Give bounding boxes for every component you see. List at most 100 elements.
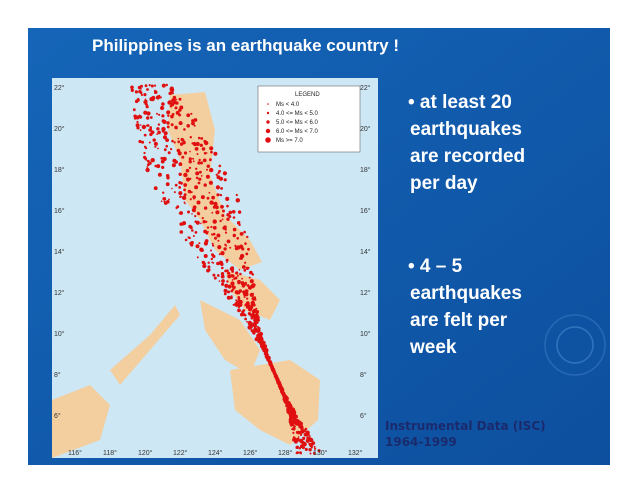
epicenter xyxy=(291,408,294,411)
epicenter xyxy=(192,235,195,237)
epicenter xyxy=(148,141,151,144)
epicenter xyxy=(241,247,245,251)
epicenter xyxy=(298,447,301,450)
legend-marker xyxy=(266,111,270,115)
epicenter xyxy=(177,137,180,140)
epicenter xyxy=(200,195,205,200)
epicenter xyxy=(251,309,257,314)
epicenter xyxy=(199,161,203,165)
epicenter xyxy=(205,174,210,179)
legend-entry: 6.0 <= Ms < 7.0 xyxy=(276,129,319,135)
bullet-line: earthquakes xyxy=(410,283,522,304)
epicenter xyxy=(160,200,163,203)
epicenter xyxy=(163,148,167,152)
epicenter xyxy=(302,429,306,433)
legend-entry: Ms < 4.0 xyxy=(276,102,300,108)
epicenter xyxy=(295,446,299,449)
epicenter xyxy=(272,368,275,371)
epicenter xyxy=(212,232,216,236)
epicenter xyxy=(143,100,147,104)
epicenter xyxy=(238,269,241,271)
epicenter xyxy=(209,146,214,151)
epicenter xyxy=(253,327,258,332)
epicenter xyxy=(232,303,235,306)
epicenter xyxy=(178,121,183,126)
ripple xyxy=(556,326,594,364)
epicenter xyxy=(304,447,308,451)
epicenter xyxy=(194,215,197,218)
epicenter xyxy=(243,230,246,234)
epicenter xyxy=(194,220,198,223)
epicenter xyxy=(276,379,279,381)
epicenter xyxy=(179,230,184,234)
epicenter xyxy=(145,167,150,173)
epicenter xyxy=(302,436,306,440)
epicenter xyxy=(133,114,137,118)
epicenter xyxy=(215,210,220,215)
epicenter xyxy=(150,84,154,88)
epicenter xyxy=(146,111,151,116)
epicenter xyxy=(231,268,234,271)
epicenter xyxy=(210,225,213,229)
epicenter xyxy=(215,205,219,210)
caption-line: 1964-1999 xyxy=(385,435,457,449)
epicenter xyxy=(143,110,148,115)
epicenter xyxy=(200,137,204,140)
epicenter xyxy=(308,435,311,437)
epicenter xyxy=(146,159,150,163)
lat-label: 18° xyxy=(360,166,371,174)
epicenter xyxy=(298,420,302,425)
epicenter xyxy=(259,336,263,340)
epicenter xyxy=(245,266,250,270)
epicenter xyxy=(282,393,285,396)
epicenter xyxy=(165,138,170,143)
epicenter xyxy=(237,305,240,309)
epicenter xyxy=(143,133,147,137)
epicenter xyxy=(180,181,183,185)
epicenter xyxy=(248,276,251,279)
epicenter xyxy=(218,253,221,256)
epicenter xyxy=(151,95,156,101)
epicenter xyxy=(191,229,194,232)
epicenter xyxy=(237,279,241,284)
legend-marker xyxy=(267,103,269,105)
epicenter xyxy=(161,165,165,169)
epicenter xyxy=(242,283,245,285)
legend-marker xyxy=(265,128,271,134)
epicenter xyxy=(174,106,178,110)
epicenter xyxy=(220,187,224,190)
epicenter xyxy=(130,85,134,90)
epicenter xyxy=(166,174,170,178)
lat-label: 14° xyxy=(54,248,65,256)
epicenter xyxy=(215,185,220,190)
epicenter xyxy=(178,186,182,189)
epicenter xyxy=(140,93,143,96)
legend-entry: Ms >= 7.0 xyxy=(276,138,303,144)
epicenter xyxy=(183,183,188,187)
epicenter xyxy=(185,168,190,173)
epicenter xyxy=(161,102,165,106)
epicenter xyxy=(292,427,296,431)
lat-label: 22° xyxy=(360,84,371,92)
epicenter xyxy=(206,164,210,168)
lat-label: 20° xyxy=(360,125,371,133)
epicenter xyxy=(211,195,216,200)
legend-title: LEGEND xyxy=(295,92,320,98)
epicenter xyxy=(249,270,253,275)
epicenter xyxy=(179,142,184,146)
epicenter xyxy=(228,273,231,275)
epicenter xyxy=(197,161,201,165)
epicenter xyxy=(314,447,317,450)
epicenter xyxy=(246,297,249,300)
epicenter xyxy=(188,166,192,170)
epicenter xyxy=(167,151,171,155)
epicenter xyxy=(178,172,182,176)
epicenter xyxy=(167,114,170,117)
epicenter xyxy=(242,309,246,312)
epicenter xyxy=(195,167,198,170)
epicenter xyxy=(189,150,191,153)
epicenter xyxy=(251,315,256,319)
epicenter xyxy=(177,140,181,144)
epicenter xyxy=(311,441,316,445)
epicenter xyxy=(206,226,210,229)
